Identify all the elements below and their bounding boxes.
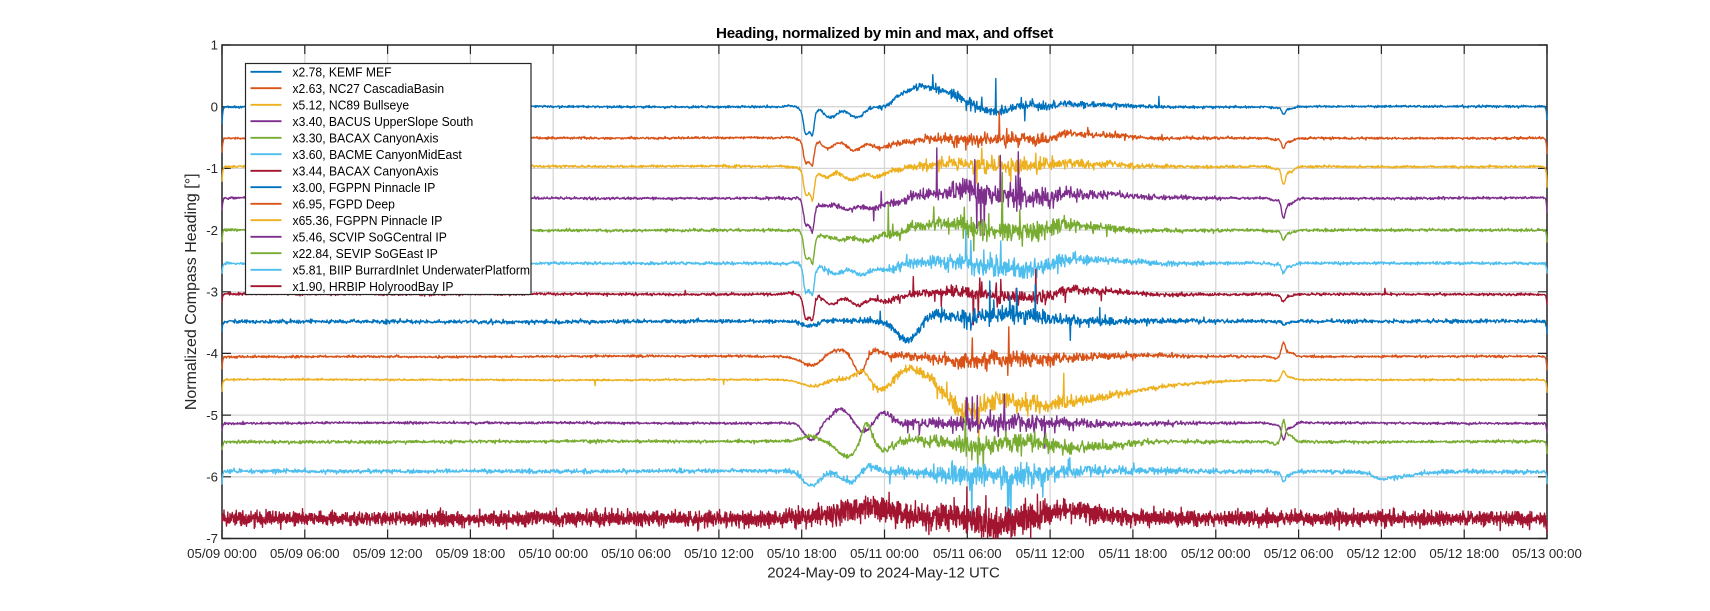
svg-text:05/12 18:00: 05/12 18:00 <box>1429 546 1499 561</box>
svg-text:x5.12, NC89 Bullseye: x5.12, NC89 Bullseye <box>293 97 410 112</box>
svg-text:x3.60, BACME CanyonMidEast: x3.60, BACME CanyonMidEast <box>293 147 463 162</box>
svg-text:x5.81, BIIP BurrardInlet Under: x5.81, BIIP BurrardInlet UnderwaterPlatf… <box>293 262 531 277</box>
svg-text:05/10 00:00: 05/10 00:00 <box>518 546 588 561</box>
svg-text:05/12 06:00: 05/12 06:00 <box>1264 546 1334 561</box>
svg-text:x22.84, SEVIP SoGEast IP: x22.84, SEVIP SoGEast IP <box>293 246 439 261</box>
svg-text:05/11 18:00: 05/11 18:00 <box>1099 546 1168 561</box>
svg-text:05/10 12:00: 05/10 12:00 <box>684 546 754 561</box>
svg-text:05/09 18:00: 05/09 18:00 <box>436 546 506 561</box>
svg-text:x2.63, NC27 CascadiaBasin: x2.63, NC27 CascadiaBasin <box>293 81 445 96</box>
svg-text:05/12 00:00: 05/12 00:00 <box>1181 546 1251 561</box>
svg-text:Normalized Compass Heading [°]: Normalized Compass Heading [°] <box>183 173 200 410</box>
svg-text:-7: -7 <box>206 531 218 546</box>
svg-text:-2: -2 <box>206 223 218 238</box>
svg-text:05/11 06:00: 05/11 06:00 <box>933 546 1002 561</box>
svg-text:-3: -3 <box>206 284 218 299</box>
svg-text:2024-May-09 to 2024-May-12 UTC: 2024-May-09 to 2024-May-12 UTC <box>767 565 1000 582</box>
svg-text:x6.95, FGPD Deep: x6.95, FGPD Deep <box>293 196 395 211</box>
svg-text:05/11 12:00: 05/11 12:00 <box>1016 546 1085 561</box>
svg-text:0: 0 <box>211 99 218 114</box>
svg-text:x2.78, KEMF MEF: x2.78, KEMF MEF <box>293 64 392 79</box>
svg-text:05/13 00:00: 05/13 00:00 <box>1512 546 1582 561</box>
svg-text:05/10 06:00: 05/10 06:00 <box>601 546 671 561</box>
svg-text:1: 1 <box>211 38 218 53</box>
svg-text:05/11 00:00: 05/11 00:00 <box>850 546 919 561</box>
svg-text:05/09 00:00: 05/09 00:00 <box>187 546 257 561</box>
svg-text:05/10 18:00: 05/10 18:00 <box>767 546 837 561</box>
svg-text:Heading, normalized by min and: Heading, normalized by min and max, and … <box>716 25 1053 42</box>
svg-text:x1.90, HRBIP HolyroodBay IP: x1.90, HRBIP HolyroodBay IP <box>293 279 454 294</box>
svg-text:05/12 12:00: 05/12 12:00 <box>1347 546 1417 561</box>
svg-text:x3.30, BACAX CanyonAxis: x3.30, BACAX CanyonAxis <box>293 130 439 145</box>
svg-text:x65.36, FGPPN Pinnacle IP: x65.36, FGPPN Pinnacle IP <box>293 213 443 228</box>
svg-text:x3.00, FGPPN Pinnacle IP: x3.00, FGPPN Pinnacle IP <box>293 180 436 195</box>
svg-text:-4: -4 <box>206 346 218 361</box>
svg-text:-6: -6 <box>206 470 218 485</box>
svg-text:-1: -1 <box>206 161 218 176</box>
svg-text:-5: -5 <box>206 408 218 423</box>
svg-text:05/09 12:00: 05/09 12:00 <box>353 546 423 561</box>
svg-text:x3.44, BACAX CanyonAxis: x3.44, BACAX CanyonAxis <box>293 163 439 178</box>
svg-text:x5.46, SCVIP SoGCentral IP: x5.46, SCVIP SoGCentral IP <box>293 229 447 244</box>
svg-text:x3.40, BACUS UpperSlope South: x3.40, BACUS UpperSlope South <box>293 114 474 129</box>
svg-text:05/09 06:00: 05/09 06:00 <box>270 546 340 561</box>
